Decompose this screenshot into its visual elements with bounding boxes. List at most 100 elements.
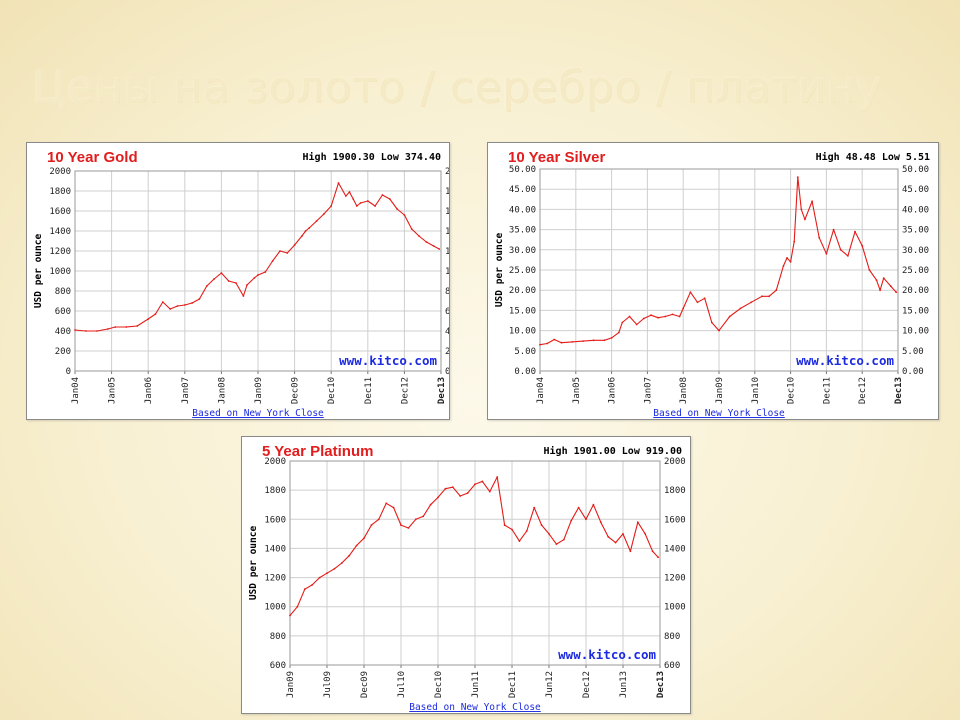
data-point xyxy=(363,537,365,540)
data-point xyxy=(782,265,785,267)
y-tick-label-right: 45.00 xyxy=(902,185,929,195)
data-point xyxy=(355,544,358,547)
data-point xyxy=(636,521,639,524)
data-point xyxy=(370,524,373,526)
data-point xyxy=(592,339,595,342)
data-point xyxy=(503,524,506,526)
y-tick-label-left: 1600 xyxy=(49,207,71,217)
y-tick-label-left: 1000 xyxy=(49,267,71,277)
data-point xyxy=(750,301,753,304)
x-tick-label: Jan09 xyxy=(254,377,264,404)
x-tick-label: Jan05 xyxy=(572,377,582,404)
data-point xyxy=(682,307,685,310)
x-tick-label: Jan08 xyxy=(679,377,689,404)
data-point xyxy=(444,487,447,490)
data-point xyxy=(407,527,410,529)
data-point xyxy=(293,244,296,246)
data-point xyxy=(303,588,306,591)
data-point xyxy=(644,533,647,535)
y-tick-label-left: 15.00 xyxy=(509,306,536,316)
data-point xyxy=(381,194,384,196)
data-point xyxy=(425,241,428,243)
y-tick-label-right: 2000 xyxy=(445,167,449,177)
data-point xyxy=(582,340,584,342)
y-tick-label-left: 35.00 xyxy=(509,226,536,236)
data-point xyxy=(642,317,645,320)
data-point xyxy=(689,291,692,294)
x-tick-label: Dec10 xyxy=(787,377,797,404)
plot-area-border xyxy=(289,460,661,666)
data-point xyxy=(318,576,321,579)
data-point xyxy=(191,302,194,304)
x-tick-label: Jan04 xyxy=(71,377,81,404)
x-tick-label: Jan07 xyxy=(181,377,191,404)
x-tick-label: Dec10 xyxy=(327,377,337,404)
x-tick-label: Dec13 xyxy=(894,377,904,404)
data-point xyxy=(570,519,573,522)
data-point xyxy=(169,308,172,310)
data-point xyxy=(768,295,770,298)
x-tick-label: Jan08 xyxy=(217,377,227,404)
y-tick-label-right: 1800 xyxy=(664,486,686,496)
data-point xyxy=(635,323,638,326)
y-tick-label-right: 1400 xyxy=(445,227,449,237)
y-axis-label: USD per ounce xyxy=(494,233,505,308)
data-point xyxy=(410,228,413,230)
y-tick-label-left: 400 xyxy=(55,327,71,337)
x-axis-basis-label: Based on New York Close xyxy=(192,408,324,419)
y-tick-label-right: 1600 xyxy=(664,515,686,525)
data-point xyxy=(603,339,606,342)
data-point xyxy=(650,314,652,317)
data-point xyxy=(804,218,806,221)
data-point xyxy=(555,543,558,545)
data-point xyxy=(296,605,299,608)
x-tick-label: Jan05 xyxy=(108,377,118,404)
x-tick-label: Jun13 xyxy=(619,671,629,698)
x-tick-label: Jan10 xyxy=(751,377,761,404)
data-point xyxy=(279,250,281,252)
data-point xyxy=(621,321,624,324)
data-point xyxy=(847,255,849,257)
data-point xyxy=(560,341,563,344)
data-point xyxy=(562,538,565,541)
data-point xyxy=(832,228,835,231)
data-point xyxy=(311,584,314,586)
silver-chart-panel: 10 Year Silver High 48.48 Low 5.51 0.00 0.0… xyxy=(487,142,939,420)
plot-area-border xyxy=(74,170,442,372)
data-point xyxy=(315,220,318,222)
data-point xyxy=(793,240,796,243)
y-tick-label-right: 30.00 xyxy=(902,246,929,256)
platinum-price-line xyxy=(289,476,659,616)
data-point xyxy=(895,291,898,294)
data-point xyxy=(432,245,435,247)
data-point xyxy=(571,341,574,343)
data-point xyxy=(183,304,186,306)
x-tick-label: Dec12 xyxy=(400,377,410,404)
y-tick-label-left: 5.00 xyxy=(514,347,536,357)
data-point xyxy=(861,244,864,247)
y-tick-label-right: 5.00 xyxy=(902,347,924,357)
plot-area-border xyxy=(539,168,899,372)
y-tick-label-left: 1800 xyxy=(49,187,71,197)
data-point xyxy=(242,295,245,297)
platinum-high-low: High 1901.00 Low 919.00 xyxy=(544,445,682,457)
y-tick-label-left: 2000 xyxy=(49,167,71,177)
x-axis-basis-label: Based on New York Close xyxy=(409,702,541,713)
data-point xyxy=(546,342,549,345)
x-tick-label: Jan06 xyxy=(608,377,618,404)
y-tick-label-left: 1800 xyxy=(264,486,286,496)
data-point xyxy=(136,325,139,327)
y-tick-label-right: 10.00 xyxy=(902,327,929,337)
data-point xyxy=(474,483,476,486)
data-point xyxy=(657,316,659,319)
data-point xyxy=(811,200,813,203)
data-point xyxy=(678,315,681,318)
data-point xyxy=(622,533,624,535)
platinum-chart-panel: 5 Year Platinum High 1901.00 Low 919.00 60… xyxy=(241,436,691,714)
data-point xyxy=(374,205,376,207)
data-point xyxy=(786,257,788,259)
y-tick-label-left: 1200 xyxy=(264,574,286,584)
data-point xyxy=(304,230,307,232)
x-tick-label: Dec10 xyxy=(434,671,444,698)
y-tick-label-left: 600 xyxy=(55,307,71,317)
